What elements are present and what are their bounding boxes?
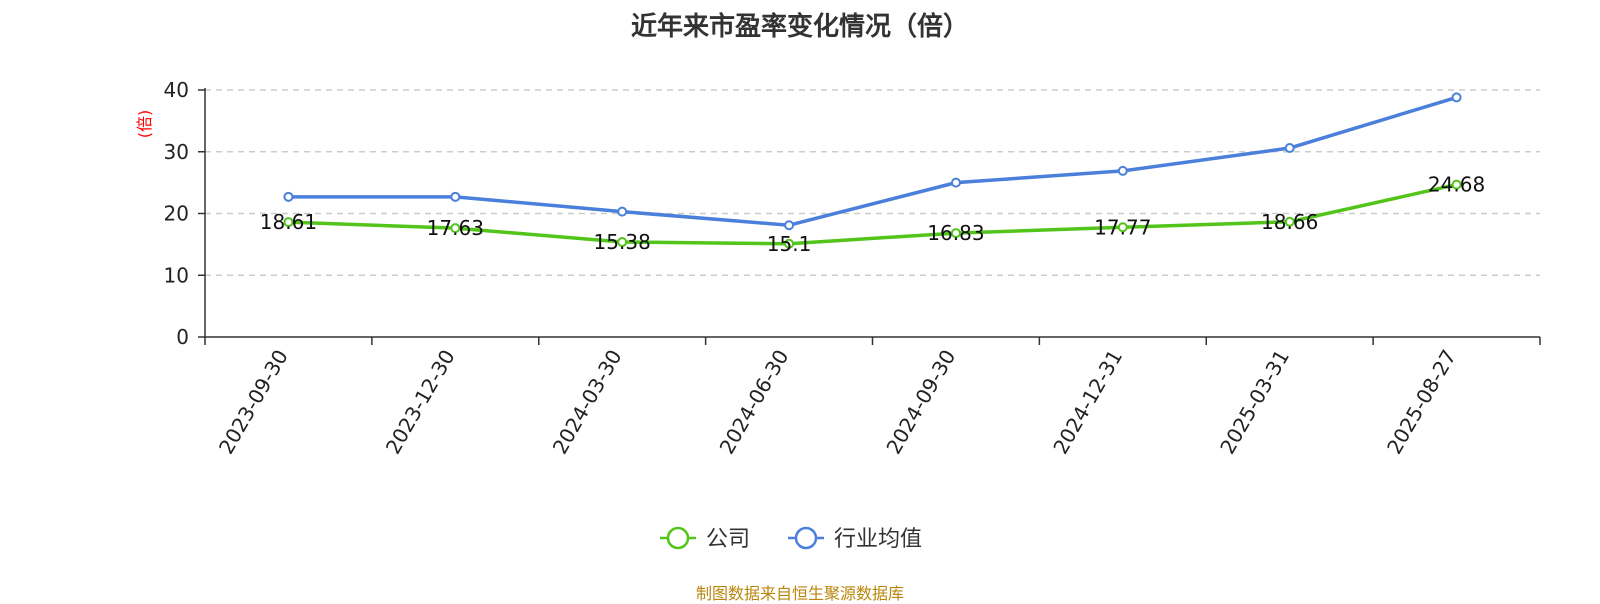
x-tick-label: 2024-09-30 [881,346,960,459]
series-points [283,92,1462,249]
legend-label: 公司 [706,527,750,552]
x-tick-labels: 2023-09-30 2023-12-30 2024-03-30 2024-06-30… [214,346,1461,459]
y-tick-label: 20 [164,202,189,226]
source-note: 制图数据来自恒生聚源数据库 [695,584,904,603]
y-tick-label: 0 [176,325,189,349]
legend-label: 行业均值 [834,527,922,552]
data-point[interactable] [283,217,294,228]
data-label: 18.66 [1261,210,1318,234]
data-label: 15.1 [767,232,812,256]
y-axis-label: (倍) [135,110,154,139]
data-point[interactable] [1284,143,1295,154]
data-point[interactable] [450,191,461,202]
data-point[interactable] [1117,222,1128,233]
data-point[interactable] [617,237,628,248]
data-point[interactable] [1451,92,1462,103]
series-line-industry [288,95,1458,227]
data-label: 17.63 [427,216,484,240]
data-label: 17.77 [1094,215,1151,239]
legend-item[interactable]: 公司 [660,526,750,552]
data-label: 18.61 [260,210,317,234]
x-tick-label: 2025-08-27 [1382,346,1461,459]
data-label: 16.83 [927,221,984,245]
data-point[interactable] [617,206,628,217]
axes [198,88,1541,345]
x-tick-label: 2023-09-30 [214,346,293,459]
data-point[interactable] [1451,179,1462,190]
data-point[interactable] [784,220,795,231]
series-lines [288,95,1458,246]
data-point[interactable] [784,238,795,249]
data-labels: 18.61 17.63 15.38 15.1 16.83 17.77 18.66 24.68 [260,173,1485,256]
data-point[interactable] [1117,165,1128,176]
y-tick-label: 10 [164,263,189,287]
data-point[interactable] [1284,216,1295,227]
x-tick-label: 2024-03-30 [548,346,627,459]
data-point[interactable] [283,191,294,202]
data-point[interactable] [950,177,961,188]
y-tick-label: 40 [164,78,189,102]
data-label: 24.68 [1428,173,1485,197]
chart-title: 近年来市盈率变化情况（倍） [630,12,969,42]
x-tick-label: 2024-06-30 [714,346,793,459]
legend: 公司 行业均值 [660,526,922,552]
data-point[interactable] [450,223,461,234]
y-tick-labels: 0 10 20 30 40 [164,78,189,349]
y-tick-label: 30 [164,140,189,164]
series-line-company [288,182,1457,246]
data-point[interactable] [950,228,961,239]
grid-lines [205,89,1540,276]
x-tick-label: 2023-12-30 [381,346,460,459]
legend-item[interactable]: 行业均值 [788,526,922,552]
legend-marker [666,526,690,550]
x-tick-label: 2024-12-31 [1048,346,1127,459]
data-label: 15.38 [594,230,651,254]
x-tick-label: 2025-03-31 [1215,346,1294,459]
legend-marker [794,526,818,550]
